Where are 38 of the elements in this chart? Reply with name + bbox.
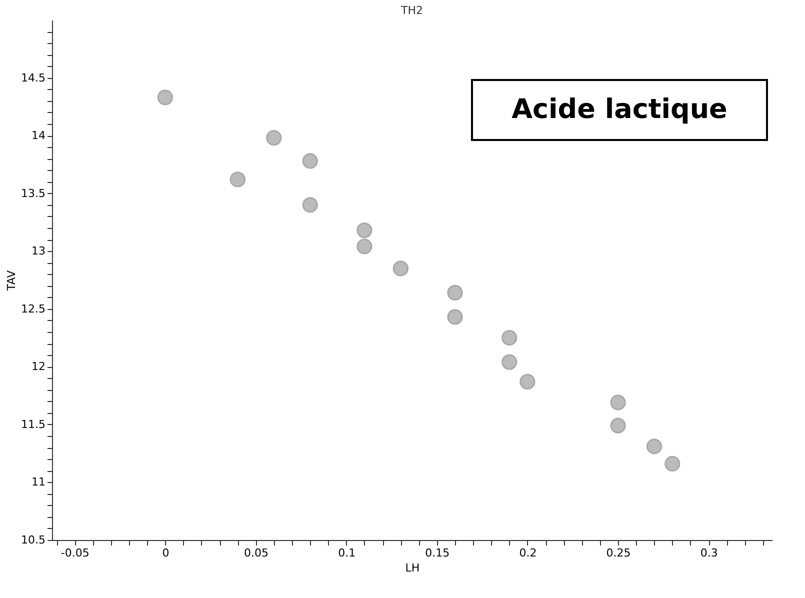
x-tick-label: 0 (162, 546, 170, 560)
x-tick-label: 0.25 (606, 546, 631, 560)
annotation: Acide lactique (512, 94, 728, 125)
y-tick-label: 12 (32, 360, 46, 374)
y-tick-label: 11 (32, 476, 46, 489)
point (230, 172, 246, 188)
x-tick-label: 0.1 (338, 546, 356, 560)
point (502, 354, 518, 370)
y-tick-label: 13.5 (21, 186, 46, 200)
point (392, 260, 408, 276)
point (302, 197, 318, 213)
x-tick-label: 0.2 (519, 546, 537, 560)
point (447, 309, 463, 325)
point (502, 330, 518, 346)
point (610, 418, 626, 434)
point (266, 130, 282, 146)
point (520, 374, 536, 390)
point (646, 438, 662, 454)
y-tick-label: 11.5 (21, 418, 46, 431)
x-axis-title: LH (405, 562, 420, 574)
y-tick-label: 10.5 (21, 534, 46, 546)
point (302, 153, 318, 169)
y-tick-label: 14 (32, 129, 46, 142)
point (157, 90, 174, 106)
y-tick-label: 13 (32, 244, 46, 258)
y-axis-title: TAV (5, 270, 18, 292)
x-tick-label: 0.3 (700, 546, 718, 560)
point (447, 284, 463, 301)
x-tick-label: -0.05 (60, 546, 90, 560)
y-tick-label: 12.5 (21, 302, 46, 316)
x-tick-label: 0.05 (244, 546, 269, 560)
point (356, 222, 372, 238)
y-tick-label: 14.5 (21, 71, 46, 84)
x-tick-label: 0.15 (425, 546, 450, 560)
point (664, 456, 680, 472)
point (356, 238, 372, 254)
point (610, 394, 626, 410)
chart-title: TH2 (400, 4, 423, 17)
